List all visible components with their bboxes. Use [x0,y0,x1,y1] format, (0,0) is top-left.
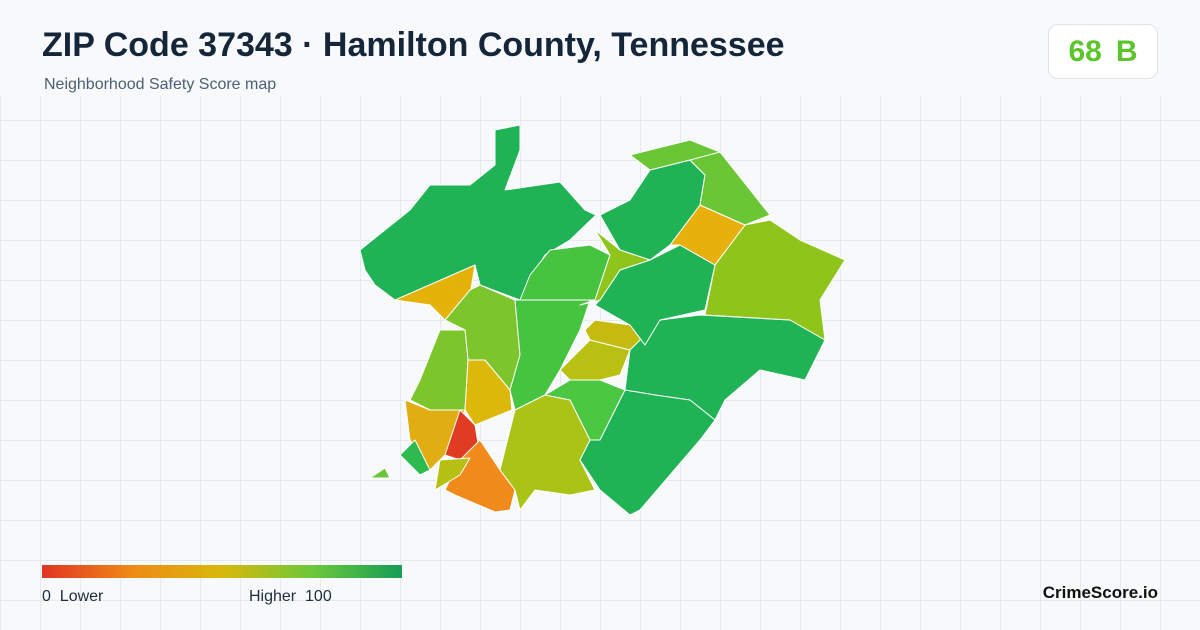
area [369,467,391,479]
title: ZIP Code 37343 · Hamilton County, Tennes… [42,26,785,64]
legend-min-value: 0 [42,588,51,605]
legend-max-value: 100 [305,588,332,605]
subtitle: Neighborhood Safety Score map [44,76,277,93]
legend-max: Higher 100 [249,588,332,606]
area [689,151,771,226]
area [409,329,469,411]
legend-min: 0 Lower [42,588,103,606]
legend-gradient [42,565,402,578]
area [579,229,651,306]
score-badge: 68 B [1048,24,1158,79]
area [434,457,471,491]
score-value: 68 [1068,34,1102,68]
area [704,219,846,341]
score-grade: B [1115,34,1138,68]
area [399,439,431,476]
brand: CrimeScore.io [1042,583,1158,602]
area [579,389,716,516]
legend-max-label: Higher [249,588,297,605]
area [499,394,596,511]
legend-min-label: Lower [59,588,104,605]
